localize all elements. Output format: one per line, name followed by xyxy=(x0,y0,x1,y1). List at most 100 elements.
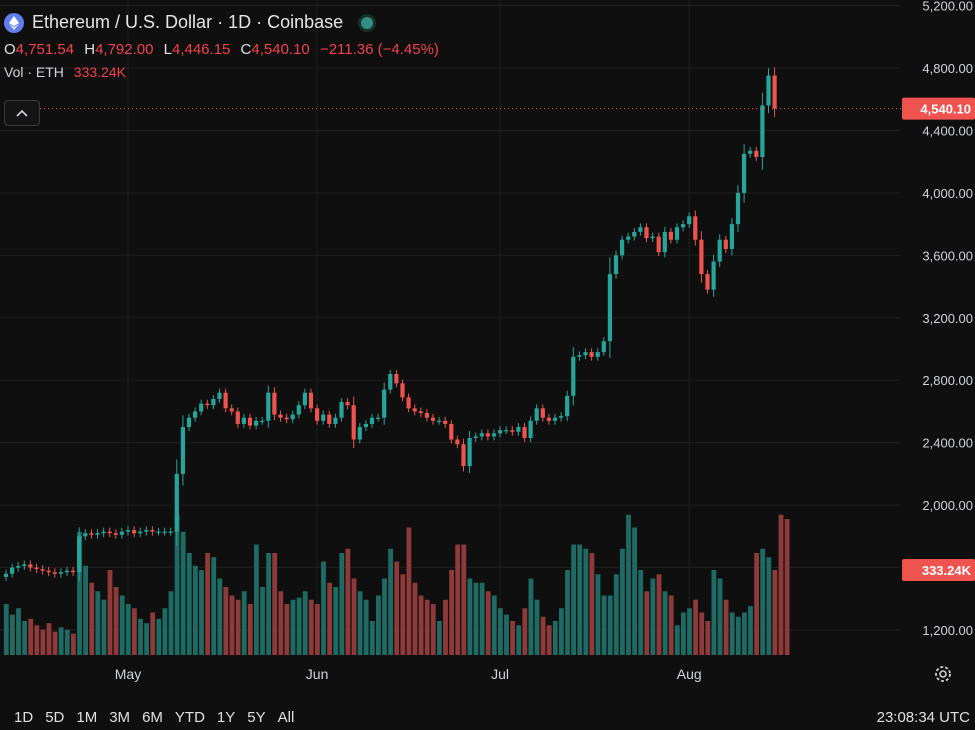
volume-bar xyxy=(644,591,650,655)
utc-clock[interactable]: 23:08:34 UTC xyxy=(876,709,970,726)
candle-body xyxy=(241,417,246,424)
volume-bar xyxy=(174,514,180,655)
price-tick-label: 5,200.00 xyxy=(922,0,973,14)
time-tick-label: Jul xyxy=(491,666,509,682)
timeframe-ytd[interactable]: YTD xyxy=(174,709,205,726)
price-scale[interactable]: 5,200.00 4,800.00 4,400.00 4,000.00 3,600.00… xyxy=(922,0,973,638)
symbol-title[interactable]: Ethereum / U.S. Dollar · 1D · Coinbase xyxy=(32,12,344,32)
timeframe-5y[interactable]: 5Y xyxy=(247,709,266,726)
volume-bar xyxy=(308,599,314,655)
volume-bar xyxy=(28,618,34,655)
candle-body xyxy=(613,255,619,275)
candle-body xyxy=(705,274,710,290)
candle-body xyxy=(180,427,185,474)
volume-bar xyxy=(302,591,308,655)
candle-body xyxy=(754,150,759,157)
price-candles xyxy=(3,67,777,582)
candle-body xyxy=(101,531,106,534)
volume-bar xyxy=(577,544,583,655)
candle-body xyxy=(193,411,198,418)
volume-bar xyxy=(687,608,692,655)
timeframe-5d[interactable]: 5D xyxy=(45,709,65,726)
close-value: 4,540.10 xyxy=(251,41,310,58)
volume-bar xyxy=(339,553,345,655)
volume-bar xyxy=(437,621,442,655)
candle-body xyxy=(52,572,57,574)
volume-bar xyxy=(461,544,467,655)
candle-body xyxy=(595,352,600,357)
candle-body xyxy=(296,405,301,415)
candle-body xyxy=(412,408,417,412)
candle-body xyxy=(455,439,460,445)
volume-bar xyxy=(681,612,686,655)
candle-body xyxy=(699,239,704,275)
timeframe-all[interactable]: All xyxy=(277,709,295,726)
timeframe-6m[interactable]: 6M xyxy=(142,709,163,726)
candle-body xyxy=(199,403,204,412)
volume-bar xyxy=(400,574,406,655)
volume-bar xyxy=(778,514,784,655)
volume-bar xyxy=(595,574,601,655)
volume-bar xyxy=(16,608,21,655)
volume-bar xyxy=(638,570,644,655)
market-status-icon[interactable] xyxy=(361,16,374,29)
volume-bar xyxy=(711,570,717,655)
candle-body xyxy=(571,356,576,396)
candle-body xyxy=(34,567,39,570)
symbol-row[interactable]: Ethereum / U.S. Dollar · 1D · Coinbase xyxy=(4,12,439,33)
chart-legend: Ethereum / U.S. Dollar · 1D · Coinbase O… xyxy=(4,12,439,80)
candle-body xyxy=(668,231,673,240)
candle-body xyxy=(546,417,551,421)
candle-body xyxy=(601,341,606,353)
timeframe-1d[interactable]: 1D xyxy=(14,709,34,726)
candle-body xyxy=(491,433,497,437)
price-tick-label: 1,200.00 xyxy=(922,623,973,638)
settings-gear-icon[interactable] xyxy=(932,663,954,685)
volume-bar xyxy=(571,544,576,655)
candle-body xyxy=(766,75,771,106)
collapse-legend-button[interactable] xyxy=(4,100,40,126)
volume-bar xyxy=(10,614,15,655)
low-label: L xyxy=(163,41,172,58)
timeframe-1m[interactable]: 1M xyxy=(76,709,98,726)
volume-bar xyxy=(735,616,741,655)
volume-bar xyxy=(394,561,400,655)
candle-body xyxy=(607,274,612,342)
candle-body xyxy=(376,417,381,419)
volume-bar xyxy=(430,604,436,655)
volume-bar xyxy=(95,591,101,655)
volume-bar xyxy=(34,625,40,655)
candle-body xyxy=(638,227,643,232)
candle-body xyxy=(430,417,436,421)
timeframe-1y[interactable]: 1Y xyxy=(216,709,236,726)
volume-bar xyxy=(467,578,473,655)
candle-body xyxy=(693,216,698,240)
volume-bar xyxy=(64,629,70,655)
volume-bar xyxy=(199,570,204,655)
candle-body xyxy=(321,414,326,421)
bottom-toolbar: 1D 5D 1M 3M 6M YTD 1Y 5Y All 23:08:34 UTC xyxy=(0,700,975,730)
candle-body xyxy=(772,75,777,109)
candle-body xyxy=(534,408,539,421)
candle-body xyxy=(290,414,295,420)
timeframe-3m[interactable]: 3M xyxy=(109,709,131,726)
volume-bar xyxy=(83,565,88,655)
candle-body xyxy=(351,405,356,440)
time-scale[interactable]: May Jun Jul Aug xyxy=(115,666,702,682)
candle-body xyxy=(498,430,503,434)
volume-bar xyxy=(89,582,95,655)
volume-row[interactable]: Vol · ETH 333.24K xyxy=(4,64,439,80)
candle-body xyxy=(333,417,338,424)
volume-bar xyxy=(150,612,156,655)
volume-bar xyxy=(540,616,546,655)
ethereum-icon xyxy=(4,12,24,33)
volume-bar xyxy=(754,553,759,655)
chart-grid xyxy=(0,0,900,655)
volume-bar xyxy=(168,591,174,655)
volume-bar xyxy=(284,604,290,655)
volume-bar xyxy=(132,608,137,655)
volume-bar xyxy=(223,587,229,655)
candle-body xyxy=(681,224,686,228)
volume-bar xyxy=(717,578,723,655)
